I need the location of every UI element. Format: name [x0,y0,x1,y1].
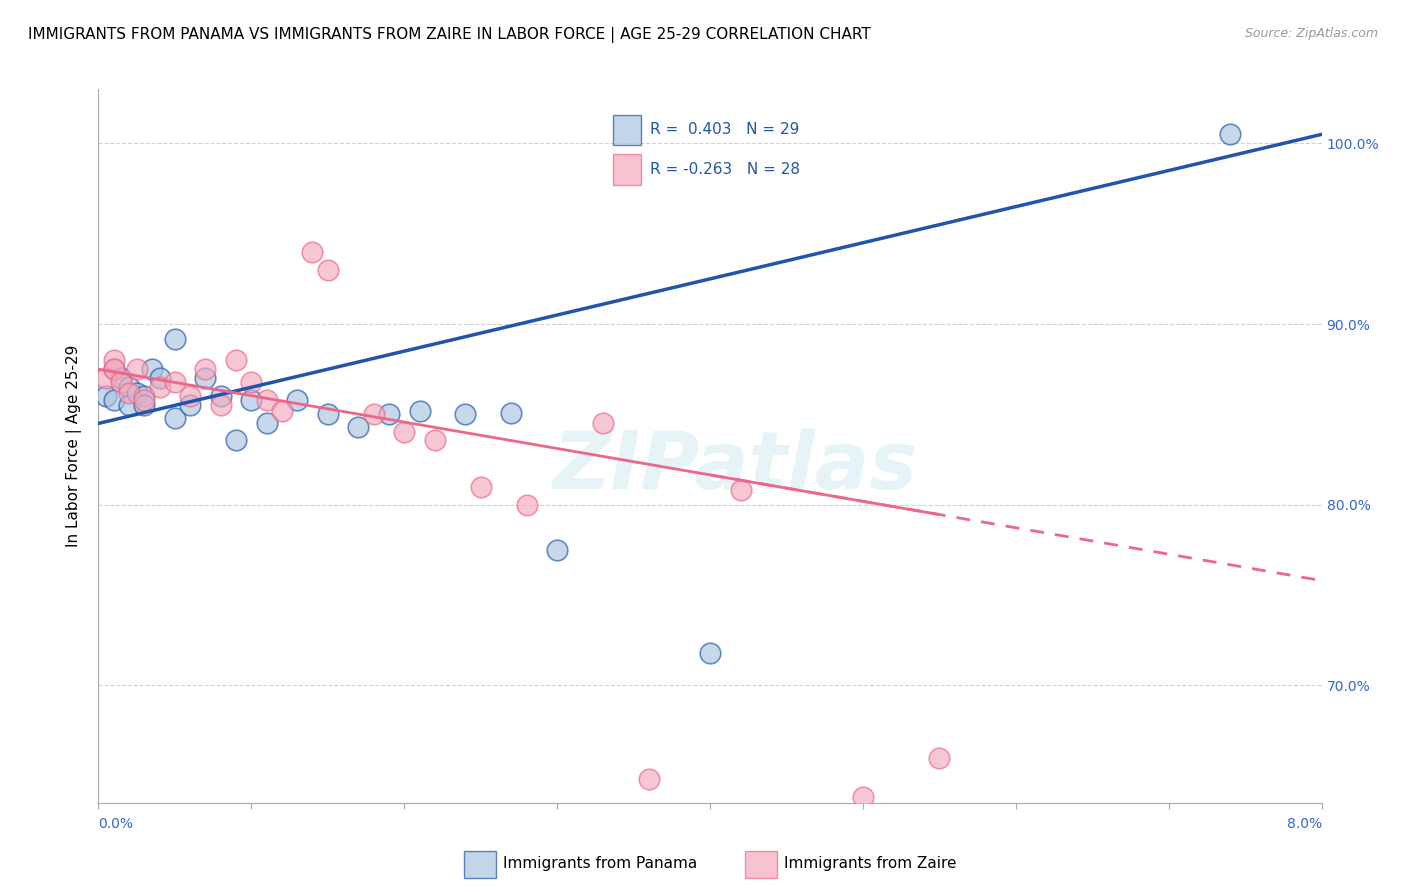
Point [163,331,186,345]
Point [209,389,232,403]
Point [103,362,125,376]
Point [423,433,446,447]
Point [470,480,492,494]
Point [1219,128,1241,142]
Point [592,417,614,431]
Point [516,498,538,512]
Point [240,392,263,407]
Point [225,353,247,368]
Point [94,371,117,385]
Point [301,244,323,259]
Point [134,389,156,403]
Point [454,408,477,422]
Point [194,362,217,376]
Bar [745,851,778,878]
Point [501,406,523,420]
Point [637,772,661,787]
Bar [464,851,496,878]
Point [194,371,217,385]
Point [103,392,125,407]
Point [141,362,163,376]
Point [149,371,172,385]
Point [378,408,401,422]
Point [730,483,752,498]
Text: Source: ZipAtlas.com: Source: ZipAtlas.com [1244,27,1378,40]
Point [163,411,186,425]
Point [110,375,132,389]
Point [179,389,201,403]
Point [110,371,132,385]
Point [125,385,148,400]
Point [103,362,125,376]
Text: ZIPatlas: ZIPatlas [553,428,917,507]
Point [852,790,875,805]
Point [316,408,339,422]
Point [408,404,430,418]
Point [209,398,232,412]
Point [163,375,186,389]
Point [392,425,416,440]
Point [270,404,294,418]
Text: IMMIGRANTS FROM PANAMA VS IMMIGRANTS FROM ZAIRE IN LABOR FORCE | AGE 25-29 CORRE: IMMIGRANTS FROM PANAMA VS IMMIGRANTS FRO… [28,27,870,43]
Point [316,263,339,277]
Point [285,392,308,407]
Point [125,362,148,376]
Point [928,750,950,764]
Text: Immigrants from Zaire: Immigrants from Zaire [785,855,956,871]
Bar [613,115,641,145]
Y-axis label: In Labor Force | Age 25-29: In Labor Force | Age 25-29 [66,345,83,547]
Point [118,398,141,412]
Text: 8.0%: 8.0% [1286,817,1322,831]
Point [179,398,201,412]
Text: R = -0.263   N = 28: R = -0.263 N = 28 [650,162,800,178]
Point [103,353,125,368]
Point [225,433,247,447]
Point [94,389,117,403]
Text: 0.0%: 0.0% [98,817,134,831]
Point [256,417,278,431]
Point [699,646,721,660]
Text: Immigrants from Panama: Immigrants from Panama [503,855,697,871]
Point [118,385,141,400]
Text: R =  0.403   N = 29: R = 0.403 N = 29 [650,122,799,137]
Point [256,392,278,407]
Point [546,542,568,557]
Point [363,408,385,422]
Point [149,380,172,394]
Point [134,398,156,412]
Point [134,392,156,407]
Point [347,420,370,434]
Bar [613,154,641,185]
Point [240,375,263,389]
Point [118,380,141,394]
